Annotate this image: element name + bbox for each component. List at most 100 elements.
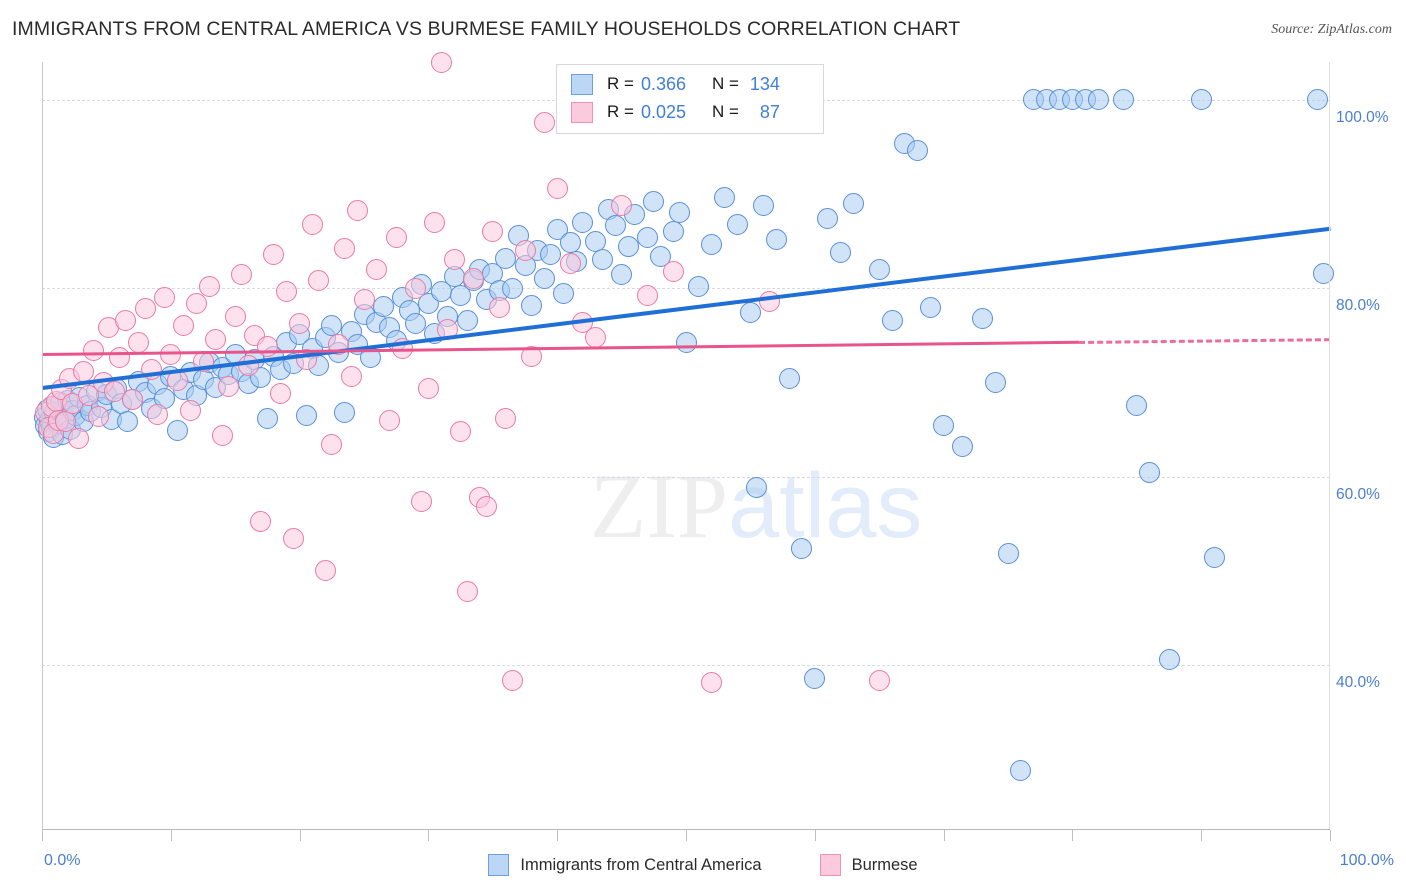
data-point <box>533 268 555 290</box>
data-point <box>450 420 472 442</box>
data-point <box>701 671 723 693</box>
legend-swatch-pink <box>819 854 841 876</box>
data-point <box>572 211 594 233</box>
data-point <box>952 435 974 457</box>
data-point <box>405 313 427 335</box>
data-point <box>321 434 343 456</box>
stats-n-label-blue: N = <box>711 74 739 93</box>
data-point <box>662 260 684 282</box>
data-point <box>501 277 523 299</box>
data-point <box>67 428 89 450</box>
data-point <box>205 328 227 350</box>
data-point <box>282 528 304 550</box>
data-point <box>379 409 401 431</box>
data-point <box>643 190 665 212</box>
data-point <box>340 366 362 388</box>
data-point <box>198 275 220 297</box>
stats-n-label-pink: N = <box>711 102 739 121</box>
data-point <box>971 307 993 329</box>
data-point <box>830 241 852 263</box>
data-point <box>778 368 800 390</box>
x-axis-tick <box>1330 830 1331 841</box>
data-point <box>482 221 504 243</box>
gridline <box>42 476 1330 478</box>
data-point <box>115 309 137 331</box>
data-point <box>153 287 175 309</box>
legend-item-immigrants[interactable]: Immigrants from Central America <box>488 854 762 876</box>
data-point <box>334 402 356 424</box>
x-axis-tick <box>428 830 430 841</box>
data-point <box>437 319 459 341</box>
legend-item-burmese[interactable]: Burmese <box>819 854 918 876</box>
data-point <box>984 371 1006 393</box>
data-point <box>450 285 472 307</box>
plot-right-border <box>1329 62 1330 830</box>
data-point <box>559 253 581 275</box>
data-point <box>804 667 826 689</box>
data-point <box>256 407 278 429</box>
plot-area: ZIPatlas <box>34 51 1335 841</box>
data-point <box>314 560 336 582</box>
data-point <box>649 245 671 267</box>
data-point <box>372 295 394 317</box>
data-point <box>327 334 349 356</box>
data-point <box>366 258 388 280</box>
data-point <box>166 419 188 441</box>
data-point <box>611 194 633 216</box>
data-point <box>636 226 658 248</box>
data-point <box>817 207 839 229</box>
data-point <box>1203 547 1225 569</box>
legend-label-immigrants: Immigrants from Central America <box>520 855 762 874</box>
data-point <box>295 349 317 371</box>
stats-n-value-pink: 87 <box>759 101 780 122</box>
data-point <box>116 410 138 432</box>
y-axis-label: 100.0% <box>1336 108 1389 126</box>
data-point <box>1126 394 1148 416</box>
y-axis-label: 60.0% <box>1336 485 1380 503</box>
data-point <box>237 354 259 376</box>
data-point <box>585 326 607 348</box>
data-point <box>688 275 710 297</box>
x-axis-max-label: 100.0% <box>1339 852 1394 869</box>
data-point <box>495 407 517 429</box>
data-point <box>611 264 633 286</box>
data-point <box>546 177 568 199</box>
data-point <box>636 285 658 307</box>
data-point <box>147 403 169 425</box>
data-point <box>759 290 781 312</box>
data-point <box>443 249 465 271</box>
data-point <box>256 336 278 358</box>
data-point <box>475 496 497 518</box>
data-point <box>108 347 130 369</box>
data-point <box>1158 648 1180 670</box>
data-point <box>186 292 208 314</box>
data-point <box>540 243 562 265</box>
data-point <box>701 234 723 256</box>
y-axis-line <box>42 62 43 830</box>
data-point <box>334 238 356 260</box>
data-point <box>456 309 478 331</box>
data-point <box>359 347 381 369</box>
data-point <box>533 111 555 133</box>
data-point <box>868 669 890 691</box>
x-axis-tick <box>943 830 945 841</box>
data-point <box>121 388 143 410</box>
data-point <box>572 311 594 333</box>
legend-swatch-blue <box>488 854 510 876</box>
data-point <box>411 490 433 512</box>
data-point <box>920 296 942 318</box>
x-axis-tick <box>42 830 43 841</box>
data-point <box>488 296 510 318</box>
data-point <box>250 511 272 533</box>
bottom-legend: Immigrants from Central America Burmese <box>0 850 1406 880</box>
data-point <box>134 298 156 320</box>
stats-legend-box: R = 0.366 N = 134 R = 0.025 N = 87 <box>556 64 824 134</box>
data-point <box>456 581 478 603</box>
data-point <box>179 400 201 422</box>
y-axis-label: 80.0% <box>1336 297 1380 315</box>
x-axis-tick <box>299 830 301 841</box>
data-point <box>739 302 761 324</box>
data-point <box>218 375 240 397</box>
data-point <box>591 249 613 271</box>
